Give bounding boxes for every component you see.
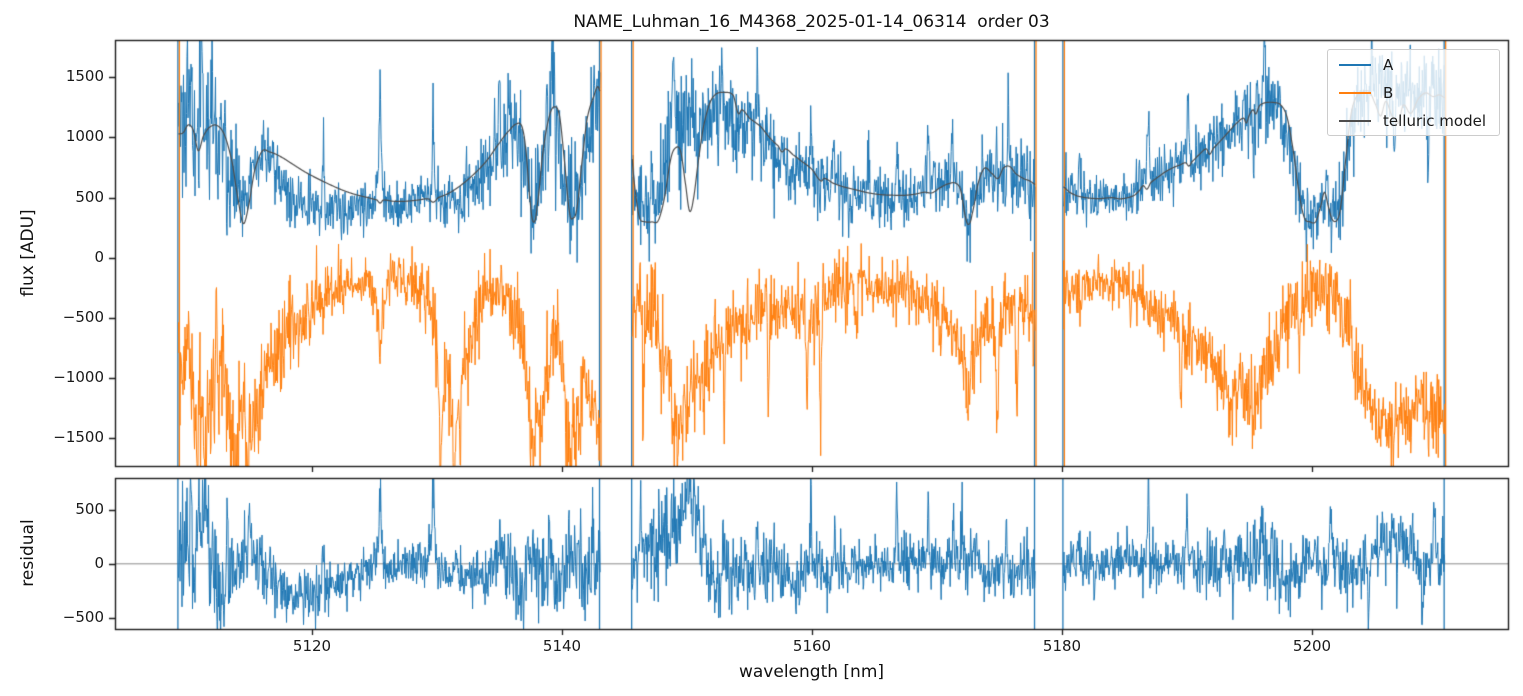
legend-item-b: B bbox=[1328, 79, 1499, 107]
legend-item-a: A bbox=[1328, 51, 1499, 79]
legend-label-b: B bbox=[1383, 83, 1394, 102]
y-tick-label: −500 bbox=[62, 608, 104, 627]
x-tick-label: 5140 bbox=[542, 637, 582, 655]
y-tick-label: 500 bbox=[75, 499, 104, 518]
x-tick-label: 5120 bbox=[292, 637, 332, 655]
wavelength-axis-label: wavelength [nm] bbox=[738, 662, 885, 682]
figure-title: NAME_Luhman_16_M4368_2025-01-14_06314 or… bbox=[573, 12, 1050, 32]
x-tick-label: 5160 bbox=[792, 637, 832, 655]
legend-label-a: A bbox=[1383, 55, 1394, 74]
series-a-line-swatch bbox=[1339, 63, 1371, 66]
residual-axis-label: residual bbox=[18, 519, 38, 587]
legend-item-telluric-model: telluric model bbox=[1328, 107, 1499, 135]
y-tick-label: 1500 bbox=[65, 67, 104, 86]
y-tick-label: 0 bbox=[94, 247, 104, 266]
y-tick-label: −1500 bbox=[53, 428, 104, 447]
legend: A B telluric model bbox=[1327, 49, 1500, 136]
y-tick-label: 0 bbox=[94, 553, 104, 572]
y-tick-label: −500 bbox=[62, 307, 104, 326]
x-tick-label: 5200 bbox=[1292, 637, 1332, 655]
y-tick-label: −1000 bbox=[53, 368, 104, 387]
legend-label-telluric-model: telluric model bbox=[1383, 111, 1487, 130]
series-b-line-swatch bbox=[1339, 91, 1371, 94]
y-tick-label: 500 bbox=[75, 187, 104, 206]
y-tick-label: 1000 bbox=[65, 127, 104, 146]
telluric-model-line-swatch bbox=[1339, 119, 1371, 122]
x-tick-label: 5180 bbox=[1042, 637, 1082, 655]
